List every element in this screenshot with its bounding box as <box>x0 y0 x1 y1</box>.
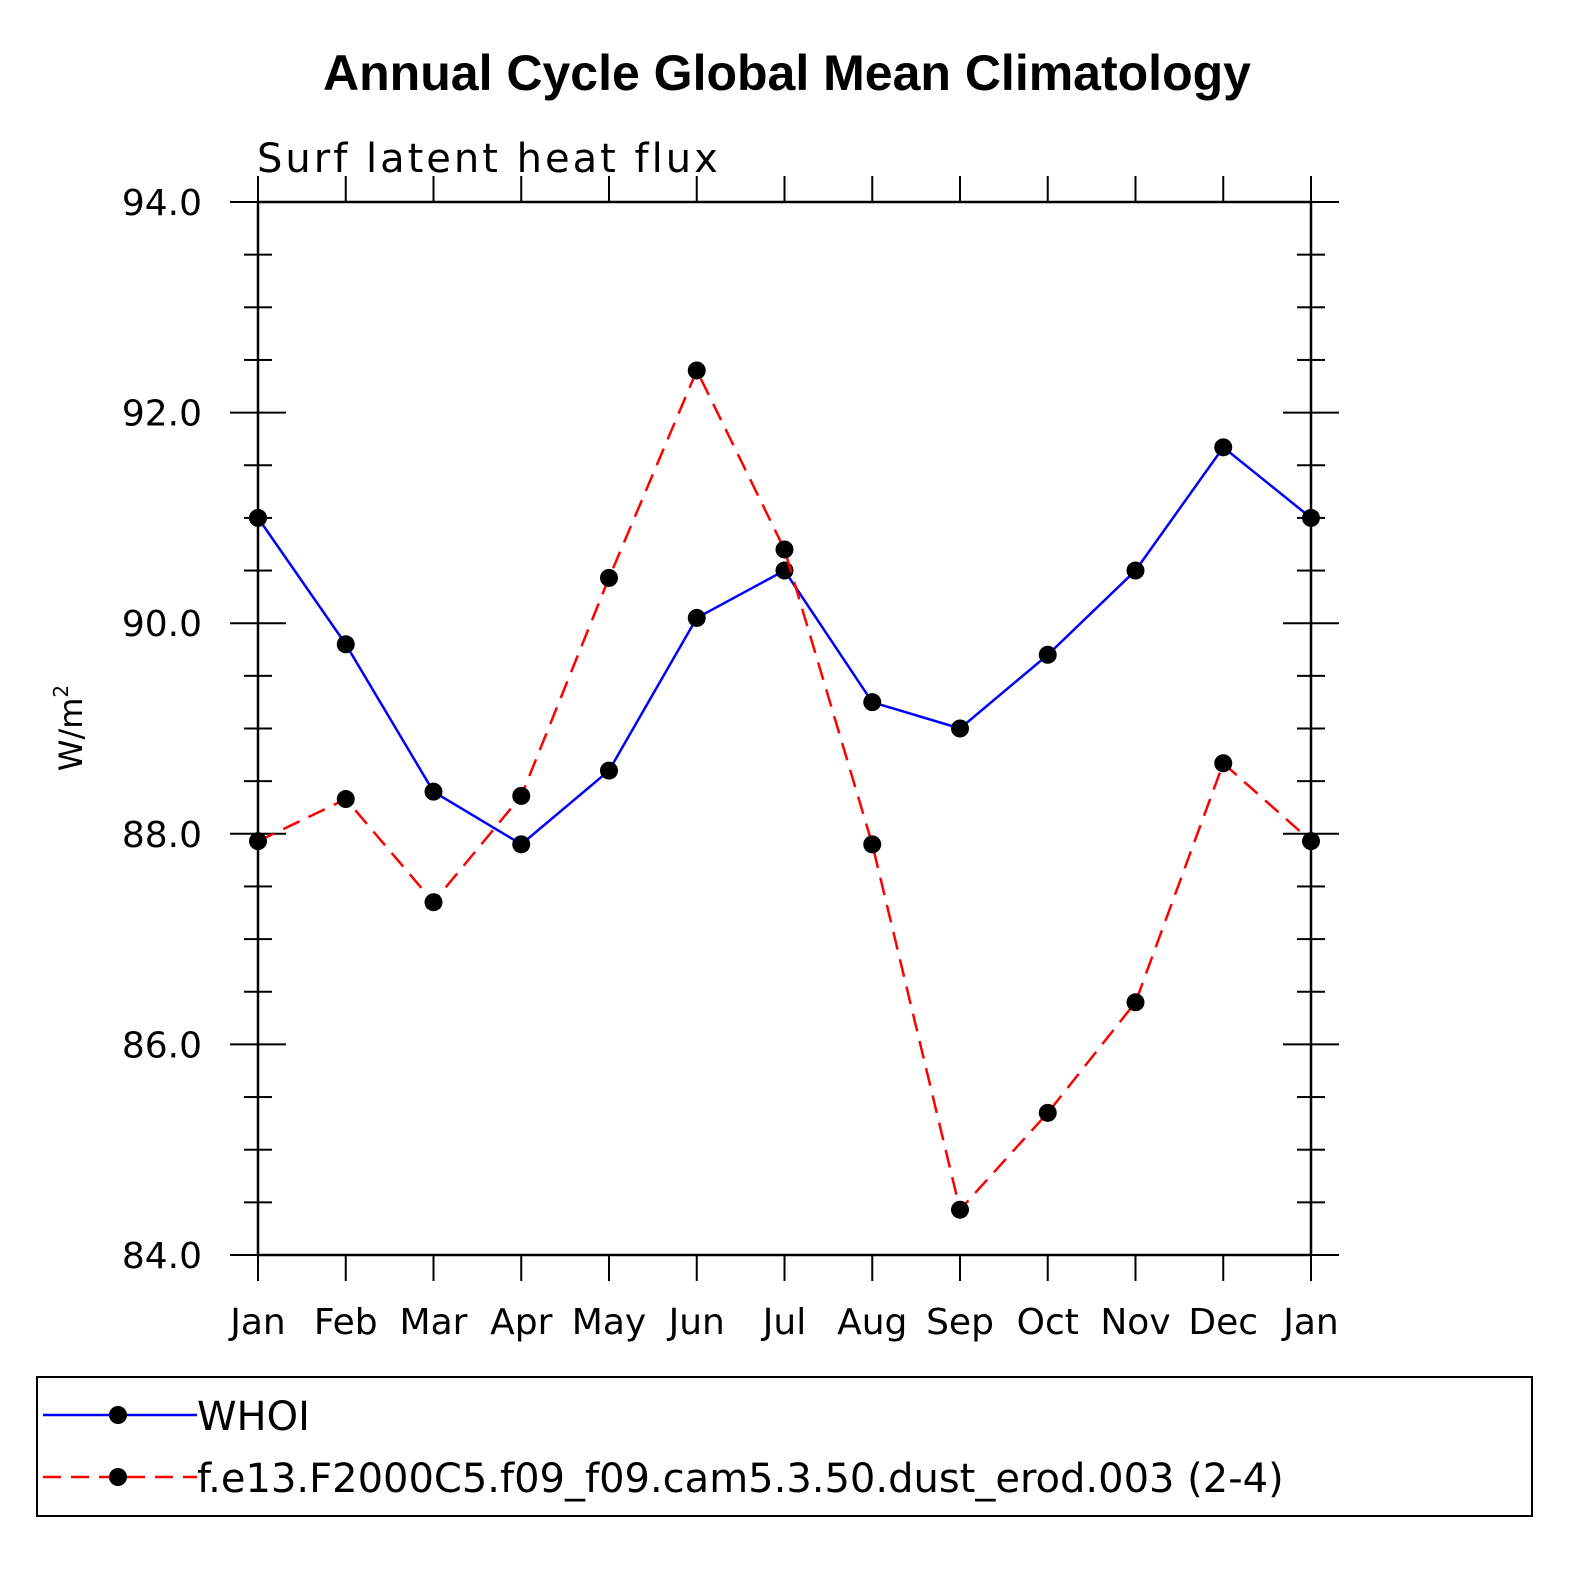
y-tick-label: 88.0 <box>122 815 202 856</box>
y-axis-label-base: W/m <box>52 698 90 772</box>
y-axis-label-superscript: 2 <box>49 685 73 698</box>
legend-box <box>36 1376 1533 1517</box>
x-tick-label: Jan <box>228 1302 286 1343</box>
x-tick-label: Mar <box>400 1302 468 1343</box>
series-marker-1 <box>249 832 267 851</box>
series-marker-1 <box>687 361 706 380</box>
series-marker-1 <box>1214 754 1233 773</box>
series-marker-1 <box>512 786 531 805</box>
y-tick-label: 90.0 <box>122 604 202 645</box>
series-marker-1 <box>951 1200 969 1219</box>
series-marker-1 <box>775 540 794 559</box>
series-marker-0 <box>512 835 531 854</box>
plot-frame <box>256 200 1313 1257</box>
series-marker-0 <box>863 693 882 712</box>
x-tick-label: Apr <box>490 1302 552 1343</box>
series-marker-0 <box>249 508 267 527</box>
x-tick-label: Nov <box>1100 1302 1170 1343</box>
x-tick-label: Jul <box>761 1302 806 1343</box>
y-tick-label: 92.0 <box>122 394 202 435</box>
y-axis-label: W/m2 <box>49 685 90 771</box>
series-line-0 <box>256 445 1312 846</box>
series-line-1 <box>257 367 1312 1213</box>
legend-label-0: WHOI <box>197 1394 310 1440</box>
chart-title: Annual Cycle Global Mean Climatology <box>323 45 1251 101</box>
y-tick-label: 86.0 <box>122 1025 202 1066</box>
series-marker-1 <box>863 835 882 854</box>
y-tick-label: 84.0 <box>122 1236 202 1277</box>
series-marker-0 <box>951 719 969 738</box>
plot-area: 84.0 86.0 88.0 90.0 92.0 94.0 Jan Feb Mar Apr May J… <box>122 176 1339 1343</box>
series-marker-1 <box>600 568 618 587</box>
series-marker-0 <box>1302 508 1320 527</box>
series-marker-1 <box>1302 832 1320 851</box>
series-marker-1 <box>1126 993 1145 1012</box>
series-marker-0 <box>687 608 706 627</box>
x-tick-label: Feb <box>314 1302 378 1343</box>
legend: WHOI f.e13.F2000C5.f09_f09.cam5.3.50.dust… <box>36 1376 1533 1517</box>
series-marker-1 <box>424 893 443 912</box>
series-marker-1 <box>336 790 355 809</box>
series-marker-0 <box>600 761 618 780</box>
series-marker-0 <box>424 782 443 801</box>
x-tick-label: May <box>572 1302 646 1343</box>
y-tick-label: 94.0 <box>122 183 202 224</box>
legend-marker-1 <box>109 1468 127 1486</box>
series-marker-0 <box>1214 438 1233 457</box>
series-marker-1 <box>1038 1103 1057 1122</box>
legend-marker-0 <box>109 1406 127 1424</box>
series-marker-0 <box>1038 645 1057 664</box>
series-marker-0 <box>1126 561 1145 580</box>
x-tick-label: Oct <box>1017 1302 1079 1343</box>
x-tick-label: Jun <box>667 1302 725 1343</box>
series-marker-0 <box>336 635 355 654</box>
x-tick-label: Dec <box>1188 1302 1258 1343</box>
chart-subtitle: Surf latent heat flux <box>257 136 721 182</box>
legend-label-1: f.e13.F2000C5.f09_f09.cam5.3.50.dust_ero… <box>197 1456 1284 1502</box>
x-tick-label: Sep <box>926 1302 994 1343</box>
x-tick-label: Jan <box>1281 1302 1339 1343</box>
x-tick-label: Aug <box>837 1302 907 1343</box>
